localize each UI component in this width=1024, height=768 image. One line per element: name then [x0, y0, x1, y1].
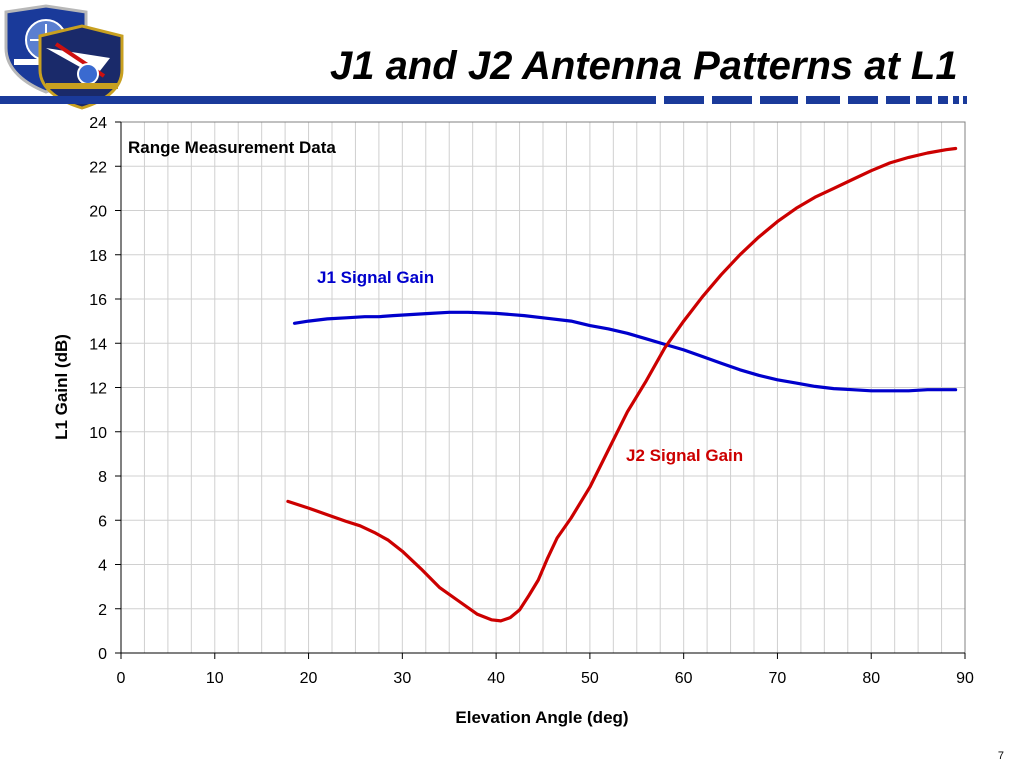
y-tick-label: 8: [98, 469, 107, 486]
x-tick-label: 70: [769, 670, 787, 687]
x-tick-label: 90: [956, 670, 974, 687]
y-tick-label: 20: [89, 204, 107, 221]
y-tick-label: 0: [98, 646, 107, 663]
y-tick-label: 24: [89, 115, 107, 132]
page-number: 7: [997, 750, 1004, 762]
y-tick-label: 10: [89, 425, 107, 442]
annotation-j2-signal-gain: J2 Signal Gain: [626, 446, 743, 465]
x-tick-label: 0: [117, 670, 126, 687]
x-tick-label: 60: [675, 670, 693, 687]
y-tick-label: 12: [89, 381, 107, 398]
j1-signal-gain-line: [292, 310, 958, 393]
title-underline-bar: [0, 96, 967, 104]
x-tick-label: 50: [581, 670, 599, 687]
logos: [4, 4, 124, 110]
y-tick-label: 6: [98, 513, 107, 530]
y-tick-label: 22: [89, 159, 107, 176]
annotation-range-measurement: Range Measurement Data: [128, 138, 336, 157]
x-tick-label: 80: [862, 670, 880, 687]
x-axis-title: Elevation Angle (deg): [455, 708, 628, 727]
y-axis-title: L1 Gainl (dB): [52, 334, 71, 440]
series-layer: [286, 146, 958, 623]
y-tick-label: 18: [89, 248, 107, 265]
slide-title: J1 and J2 Antenna Patterns at L1: [330, 44, 958, 88]
x-tick-label: 10: [206, 670, 224, 687]
x-tick-label: 40: [487, 670, 505, 687]
y-tick-label: 14: [89, 336, 107, 353]
x-tick-label: 20: [300, 670, 318, 687]
y-tick-label: 4: [98, 558, 107, 575]
y-tick-label: 2: [98, 602, 107, 619]
y-tick-label: 16: [89, 292, 107, 309]
j2-signal-gain-line: [286, 146, 958, 623]
space-command-shield-logo: [38, 24, 124, 110]
annotation-j1-signal-gain: J1 Signal Gain: [317, 268, 434, 287]
x-tick-label: 30: [393, 670, 411, 687]
